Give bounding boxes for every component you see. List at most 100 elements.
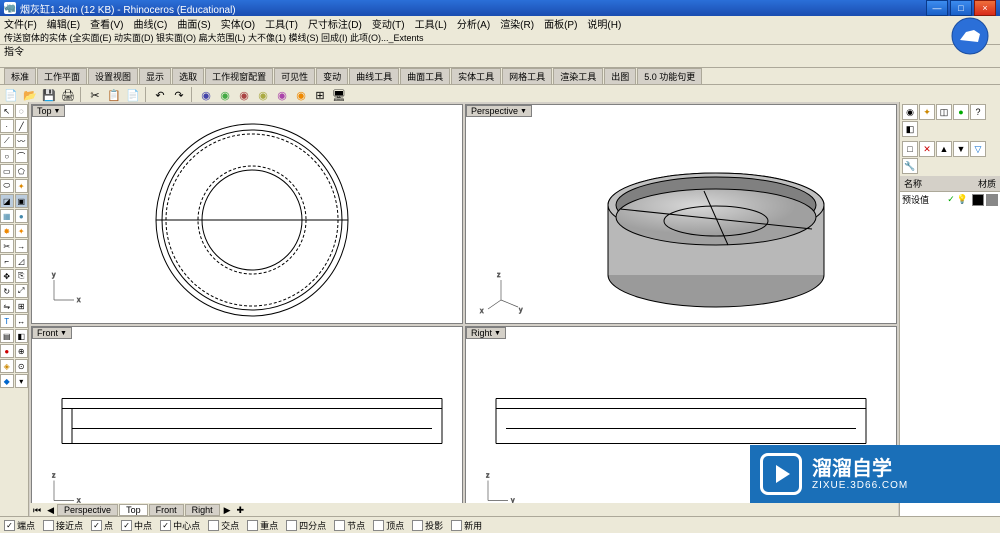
menu-mesh[interactable]: 工具(T) xyxy=(265,16,298,31)
join-tool-icon[interactable]: ✦ xyxy=(15,224,29,238)
tab-nav-next-icon[interactable]: ▶ xyxy=(221,505,234,516)
box-tool-icon[interactable]: ▦ xyxy=(0,209,14,223)
menu-edit[interactable]: 编辑(E) xyxy=(47,16,80,31)
menu-surface[interactable]: 曲面(S) xyxy=(177,16,210,31)
solid-tool-icon[interactable]: ▣ xyxy=(15,194,29,208)
btab-front[interactable]: Front xyxy=(149,504,184,516)
tab-nav-first-icon[interactable]: ⏮ xyxy=(30,505,44,516)
osnap-int[interactable]: 交点 xyxy=(208,519,239,532)
tool-icon[interactable]: ▾ xyxy=(15,374,29,388)
tab-display[interactable]: 显示 xyxy=(139,68,171,85)
tab-standard[interactable]: 标准 xyxy=(4,68,36,85)
bulb-icon[interactable]: 💡 xyxy=(957,194,968,205)
menu-analyze[interactable]: 分析(A) xyxy=(457,16,490,31)
extend-tool-icon[interactable]: → xyxy=(15,239,29,253)
tab-layout[interactable]: 工作视窗配置 xyxy=(205,68,273,85)
tool-icon[interactable]: ⊕ xyxy=(15,344,29,358)
osnap-perp[interactable]: 重点 xyxy=(247,519,278,532)
tab-rendertools[interactable]: 渲染工具 xyxy=(553,68,603,85)
move-tool-icon[interactable]: ✥ xyxy=(0,269,14,283)
menu-file[interactable]: 文件(F) xyxy=(4,16,37,31)
lasso-tool-icon[interactable]: ◌ xyxy=(15,104,29,118)
osnap-quad[interactable]: 四分点 xyxy=(286,519,326,532)
polygon-tool-icon[interactable]: ⬠ xyxy=(15,164,29,178)
circle-tool-icon[interactable]: ○ xyxy=(0,149,14,163)
tab-curvetools[interactable]: 曲线工具 xyxy=(349,68,399,85)
new-layer-icon[interactable]: □ xyxy=(902,141,918,157)
select-tool-icon[interactable]: ↖ xyxy=(0,104,14,118)
fillet-tool-icon[interactable]: ⌐ xyxy=(0,254,14,268)
point-tool-icon[interactable]: · xyxy=(0,119,14,133)
osnap-center[interactable]: ✓中心点 xyxy=(160,519,200,532)
polyline-tool-icon[interactable]: ⟋ xyxy=(0,134,14,148)
tab-visibility[interactable]: 可见性 xyxy=(274,68,315,85)
color-swatch[interactable] xyxy=(972,194,984,206)
copy-tool-icon[interactable]: ⎘ xyxy=(15,269,29,283)
menu-panels[interactable]: 面板(P) xyxy=(544,16,577,31)
explode-tool-icon[interactable]: ✸ xyxy=(0,224,14,238)
rect-tool-icon[interactable]: ▭ xyxy=(0,164,14,178)
osnap-vertex[interactable]: 顶点 xyxy=(373,519,404,532)
osnap-project[interactable]: 投影 xyxy=(412,519,443,532)
panel-btn-icon[interactable]: ◉ xyxy=(902,104,918,120)
layer-filter-icon[interactable]: ▽ xyxy=(970,141,986,157)
layer-row[interactable]: 预设值 ✓ 💡 xyxy=(900,192,1000,207)
tab-nav-prev-icon[interactable]: ◀ xyxy=(44,505,57,516)
tab-drafting[interactable]: 出图 xyxy=(604,68,636,85)
scale-tool-icon[interactable]: ⤢ xyxy=(15,284,29,298)
viewport-front[interactable]: Front ▼ z xyxy=(31,326,463,531)
tab-setview[interactable]: 设置视图 xyxy=(88,68,138,85)
tab-transform[interactable]: 变动 xyxy=(316,68,348,85)
panel-btn-icon[interactable]: ◧ xyxy=(902,121,918,137)
btab-perspective[interactable]: Perspective xyxy=(57,504,118,516)
menu-curve[interactable]: 曲线(C) xyxy=(133,16,167,31)
command-input[interactable] xyxy=(4,56,996,67)
osnap-mid[interactable]: ✓中点 xyxy=(121,519,152,532)
btab-top[interactable]: Top xyxy=(119,504,148,516)
curve-tool-icon[interactable]: 〰 xyxy=(15,134,29,148)
tab-solidtools[interactable]: 实体工具 xyxy=(451,68,501,85)
panel-btn-icon[interactable]: ✦ xyxy=(919,104,935,120)
tool-icon[interactable]: ✦ xyxy=(15,179,29,193)
viewport-perspective[interactable]: Perspective ▼ xyxy=(465,104,897,324)
surface-tool-icon[interactable]: ◪ xyxy=(0,194,14,208)
tool-icon[interactable]: ⊙ xyxy=(15,359,29,373)
btab-right[interactable]: Right xyxy=(185,504,220,516)
command-area[interactable]: 指令 xyxy=(0,45,1000,68)
rotate-tool-icon[interactable]: ↻ xyxy=(0,284,14,298)
osnap-point[interactable]: ✓点 xyxy=(91,519,113,532)
osnap-near[interactable]: 接近点 xyxy=(43,519,83,532)
osnap-end[interactable]: ✓端点 xyxy=(4,519,35,532)
delete-layer-icon[interactable]: ✕ xyxy=(919,141,935,157)
menu-help[interactable]: 说明(H) xyxy=(587,16,621,31)
menu-transform[interactable]: 变动(T) xyxy=(372,16,405,31)
layer-tool-icon[interactable]: ◈ xyxy=(0,359,14,373)
tab-select[interactable]: 选取 xyxy=(172,68,204,85)
menu-view[interactable]: 查看(V) xyxy=(90,16,123,31)
ellipse-tool-icon[interactable]: ⬭ xyxy=(0,179,14,193)
render-tool-icon[interactable]: ● xyxy=(0,344,14,358)
tab-add-icon[interactable]: ✚ xyxy=(234,505,248,516)
trim-tool-icon[interactable]: ✂ xyxy=(0,239,14,253)
osnap-disable[interactable]: 新用 xyxy=(451,519,482,532)
layer-tool-icon[interactable]: 🔧 xyxy=(902,158,918,174)
menu-tools[interactable]: 工具(L) xyxy=(415,16,447,31)
layer-down-icon[interactable]: ▼ xyxy=(953,141,969,157)
tab-surfacetools[interactable]: 曲面工具 xyxy=(400,68,450,85)
tab-meshtools[interactable]: 网格工具 xyxy=(502,68,552,85)
color-swatch[interactable] xyxy=(986,194,998,206)
viewport-top[interactable]: Top ▼ y x xyxy=(31,104,463,324)
menu-render[interactable]: 渲染(R) xyxy=(500,16,534,31)
layer-up-icon[interactable]: ▲ xyxy=(936,141,952,157)
array-tool-icon[interactable]: ⊞ xyxy=(15,299,29,313)
menu-solid[interactable]: 实体(O) xyxy=(221,16,255,31)
arc-tool-icon[interactable]: ⌒ xyxy=(15,149,29,163)
hatch-tool-icon[interactable]: ▤ xyxy=(0,329,14,343)
sphere-tool-icon[interactable]: ● xyxy=(15,209,29,223)
tab-cplane[interactable]: 工作平面 xyxy=(37,68,87,85)
panel-btn-icon[interactable]: ? xyxy=(970,104,986,120)
panel-btn-icon[interactable]: ● xyxy=(953,104,969,120)
text-tool-icon[interactable]: T xyxy=(0,314,14,328)
mirror-tool-icon[interactable]: ⇋ xyxy=(0,299,14,313)
tool-icon[interactable]: ◆ xyxy=(0,374,14,388)
